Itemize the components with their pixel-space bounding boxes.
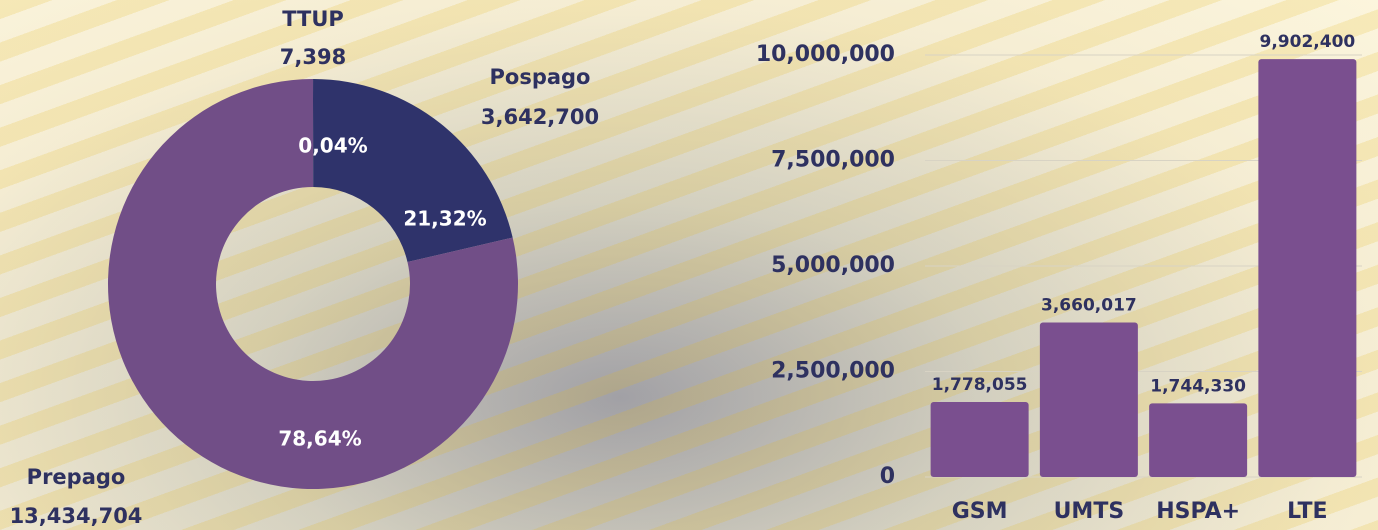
- bar-value-label: 1,778,055: [932, 375, 1028, 395]
- slice-percent: 21,32%: [403, 207, 486, 231]
- slice-name: Prepago: [27, 465, 126, 489]
- bar: [930, 401, 1029, 477]
- slice-name: Pospago: [490, 65, 591, 89]
- donut-slice: [313, 79, 513, 263]
- slice-value: 3,642,700: [481, 105, 599, 129]
- y-tick-label: 0: [880, 464, 895, 489]
- y-tick-label: 10,000,000: [756, 42, 895, 67]
- y-tick-label: 5,000,000: [771, 253, 895, 278]
- x-tick-label: GSM: [952, 499, 1008, 524]
- bar: [1039, 322, 1138, 477]
- slice-percent: 0,04%: [298, 134, 367, 158]
- bar-value-label: 1,744,330: [1150, 376, 1246, 396]
- x-tick-label: HSPA+: [1156, 499, 1240, 524]
- y-tick-label: 7,500,000: [771, 148, 895, 173]
- donut-slice: [108, 79, 518, 489]
- bar-value-label: 3,660,017: [1041, 296, 1137, 316]
- slice-value: 7,398: [280, 45, 346, 69]
- slice-percent: 78,64%: [278, 427, 361, 451]
- slice-name: TTUP: [282, 7, 344, 31]
- x-tick-label: LTE: [1287, 499, 1327, 524]
- slice-value: 13,434,704: [10, 504, 143, 528]
- y-tick-label: 2,500,000: [771, 359, 895, 384]
- donut-slice: [313, 79, 314, 188]
- bar-value-label: 9,902,400: [1260, 32, 1356, 52]
- bar: [1149, 403, 1248, 477]
- bar: [1258, 59, 1357, 478]
- x-tick-label: UMTS: [1054, 499, 1125, 524]
